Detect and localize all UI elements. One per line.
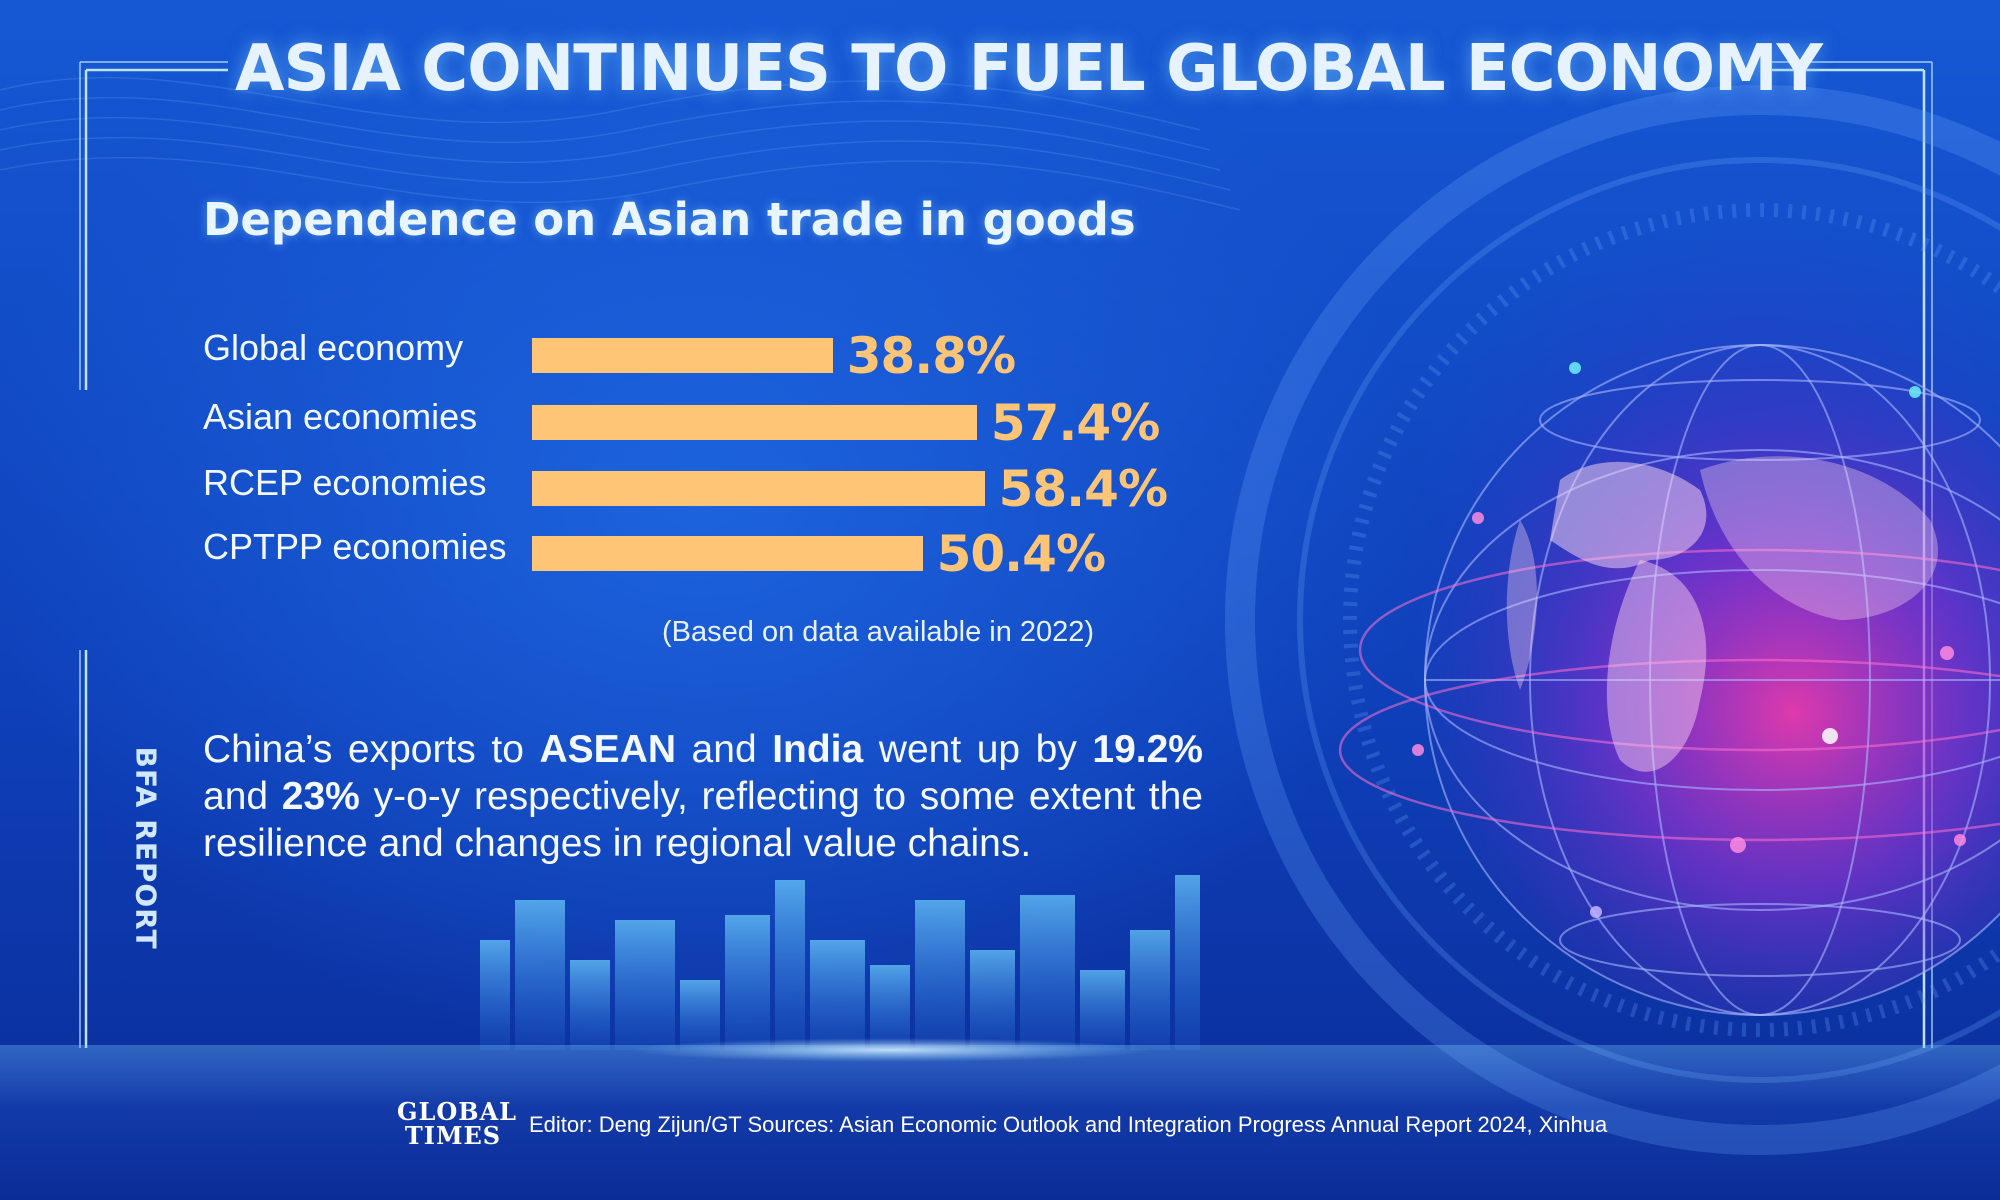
para-bold-23: 23% — [281, 775, 360, 818]
logo-line-2: TIMES — [404, 1121, 502, 1150]
bar-cptpp-economies — [532, 536, 923, 571]
para-text-4: and — [203, 775, 282, 818]
category-label-rcep-economies: RCEP economies — [203, 462, 487, 503]
footer-credits: Editor: Deng Zijun/GT Sources: Asian Eco… — [529, 1112, 1608, 1137]
para-bold-19-2: 19.2% — [1092, 728, 1203, 771]
tech-arcs — [1225, 85, 2000, 1155]
value-label-rcep-economies: 58.4% — [998, 460, 1168, 518]
global-times-logo: GLOBAL TIMES — [397, 1097, 518, 1154]
value-label-cptpp-economies: 50.4% — [936, 525, 1106, 583]
bar-rcep-economies — [532, 471, 985, 506]
footer-band — [0, 1045, 2000, 1200]
bar-asian-economies — [532, 405, 977, 440]
para-text-5: y-o-y respectively, reflecting to some e… — [203, 775, 1203, 865]
side-report-label: BFA REPORT — [129, 746, 163, 950]
para-bold-india: India — [772, 728, 864, 771]
chart-title: Dependence on Asian trade in goods — [203, 193, 1136, 246]
para-text-3: went up by — [863, 728, 1093, 771]
wave-lines — [0, 76, 1241, 211]
logo-line-1: GLOBAL — [397, 1097, 518, 1126]
category-label-asian-economies: Asian economies — [203, 396, 478, 437]
summary-paragraph: China’s exports to ASEAN and India went … — [203, 726, 1203, 867]
globe-graphic — [1338, 344, 2000, 1016]
category-label-global-economy: Global economy — [203, 327, 464, 368]
data-note: (Based on data available in 2022) — [662, 616, 1095, 648]
value-label-asian-economies: 57.4% — [990, 394, 1160, 452]
value-label-global-economy: 38.8% — [846, 327, 1016, 385]
para-text-1: China’s exports to — [203, 728, 540, 771]
para-bold-asean: ASEAN — [539, 728, 676, 771]
horizon-glow — [630, 1038, 1150, 1062]
category-label-cptpp-economies: CPTPP economies — [203, 526, 507, 567]
page-title: ASIA CONTINUES TO FUEL GLOBAL ECONOMY — [235, 32, 1823, 106]
bar-global-economy — [532, 338, 833, 373]
para-text-2: and — [676, 728, 773, 771]
city-skyline — [480, 875, 1200, 1050]
